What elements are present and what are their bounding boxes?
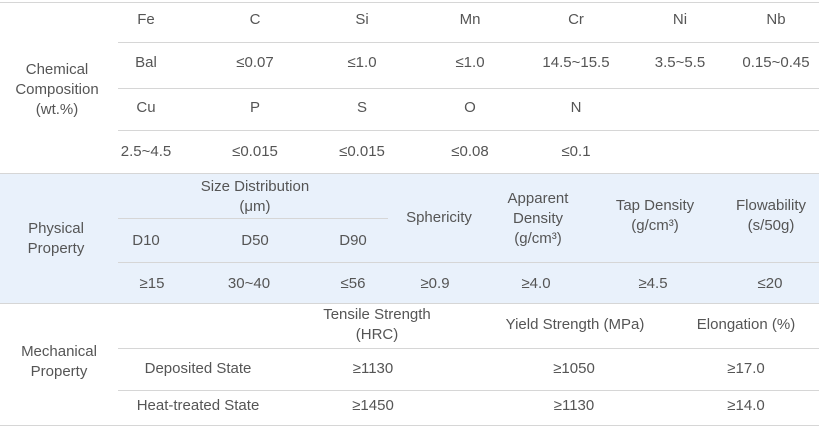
row-label: Deposited State [144, 360, 252, 377]
value-cell: ≤0.08 [451, 143, 489, 160]
element-cell: C [249, 11, 261, 28]
value-cell: ≥1130 [352, 360, 394, 377]
rule [0, 2, 819, 3]
value-cell: 30~40 [227, 275, 271, 292]
column-header: Sphericity [406, 209, 472, 226]
value-cell: ≤1.0 [455, 54, 485, 71]
value-cell: 0.15~0.45 [742, 54, 810, 71]
value-cell: ≥15 [139, 275, 165, 292]
group-header: Size Distribution (μm) [200, 178, 310, 215]
column-header: Elongation (%) [696, 316, 796, 333]
value-cell: ≤20 [757, 275, 783, 292]
element-cell: Mn [459, 11, 481, 28]
column-header: Flowability (s/50g) [735, 197, 807, 234]
value-cell: ≥1450 [352, 397, 394, 414]
rule [118, 348, 819, 349]
column-header: Apparent Density (g/cm³) [507, 190, 569, 247]
value-cell: ≤0.1 [561, 143, 591, 160]
value-cell: ≥4.5 [638, 275, 668, 292]
element-cell: Cu [136, 99, 156, 116]
value-cell: 14.5~15.5 [542, 54, 610, 71]
rule [118, 130, 819, 131]
value-cell: ≥0.9 [420, 275, 450, 292]
element-cell: Ni [672, 11, 688, 28]
rule [118, 42, 819, 43]
column-header: Tap Density (g/cm³) [615, 197, 695, 234]
rule [118, 390, 819, 391]
element-cell: Fe [137, 11, 155, 28]
value-cell: ≥1130 [553, 397, 595, 414]
value-cell: 2.5~4.5 [120, 143, 172, 160]
rule [118, 88, 819, 89]
value-cell: Bal [135, 54, 157, 71]
value-cell: ≥1050 [553, 360, 595, 377]
column-header: D90 [339, 232, 367, 249]
rule [0, 303, 819, 304]
rule [0, 173, 819, 174]
element-cell: Cr [568, 11, 584, 28]
value-cell: ≥4.0 [521, 275, 551, 292]
element-cell: O [464, 99, 476, 116]
value-cell: ≥14.0 [727, 397, 765, 414]
element-cell: Nb [766, 11, 786, 28]
column-header: Yield Strength (MPa) [505, 316, 645, 333]
row-label: Heat-treated State [136, 397, 260, 414]
element-cell: Si [355, 11, 369, 28]
physical-section-background [0, 173, 819, 303]
value-cell: 3.5~5.5 [654, 54, 706, 71]
rule [118, 218, 388, 219]
element-cell: N [570, 99, 582, 116]
value-cell: ≤56 [340, 275, 366, 292]
value-cell: ≤0.015 [232, 143, 278, 160]
value-cell: ≥17.0 [727, 360, 765, 377]
value-cell: ≤0.015 [339, 143, 385, 160]
section-label: Chemical Composition (wt.%) [15, 61, 99, 118]
rule [118, 262, 819, 263]
element-cell: P [249, 99, 261, 116]
column-header: D50 [241, 232, 269, 249]
value-cell: ≤1.0 [347, 54, 377, 71]
element-cell: S [356, 99, 368, 116]
column-header: D10 [132, 232, 160, 249]
section-label: Physical Property [27, 220, 85, 257]
column-header: Tensile Strength (HRC) [323, 306, 431, 343]
value-cell: ≤0.07 [236, 54, 274, 71]
section-label: Mechanical Property [21, 343, 97, 380]
